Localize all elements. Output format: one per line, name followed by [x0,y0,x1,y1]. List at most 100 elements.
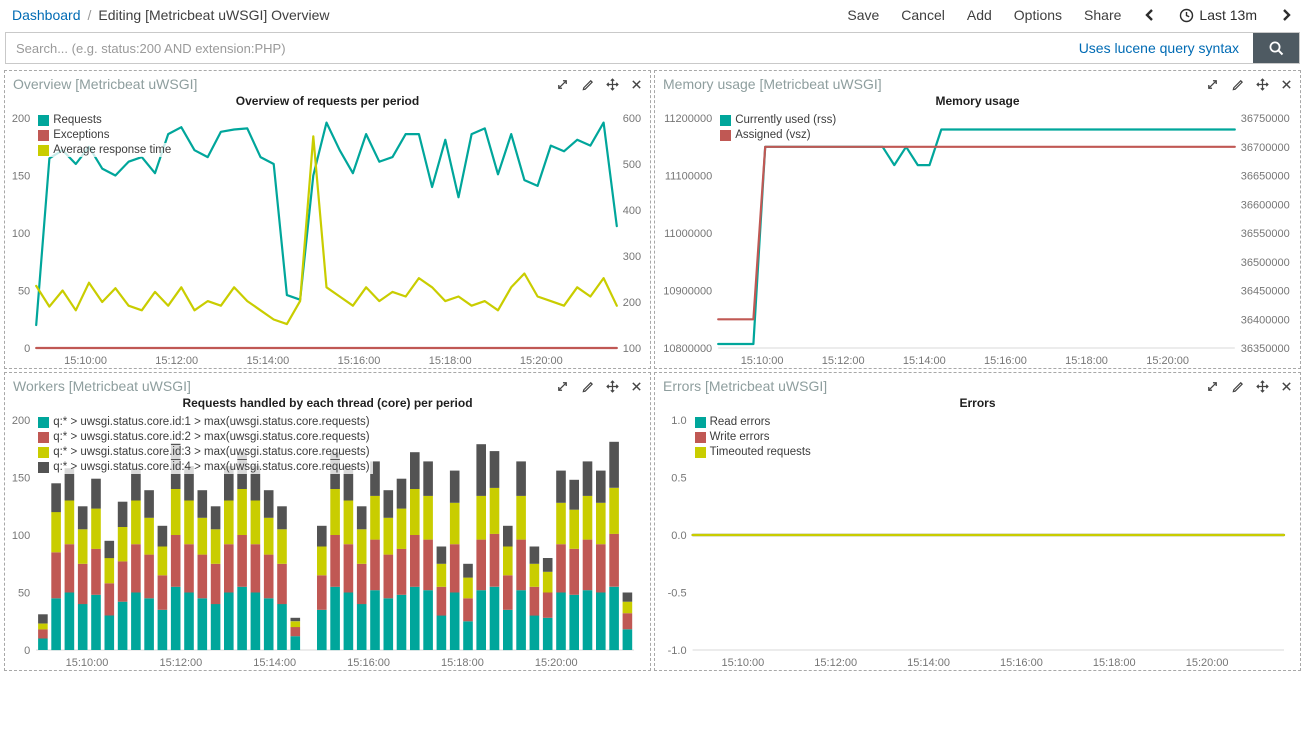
svg-text:15:20:00: 15:20:00 [520,355,563,367]
legend-label: Timeouted requests [709,446,811,458]
svg-text:36500000: 36500000 [1241,257,1290,269]
legend-label: q:* > uwsgi.status.core.id:4 > max(uwsgi… [53,461,370,473]
edit-icon[interactable] [581,380,594,393]
svg-text:15:14:00: 15:14:00 [903,355,946,367]
legend-item[interactable]: Assigned (vsz) [720,128,814,142]
legend-swatch [720,129,732,141]
legend-label: Requests [53,114,102,126]
save-button[interactable]: Save [847,7,880,23]
options-button[interactable]: Options [1013,7,1063,23]
legend-swatch [38,446,50,458]
legend-item[interactable]: Average response time [38,143,175,157]
move-icon[interactable] [1256,379,1269,393]
legend-item[interactable]: q:* > uwsgi.status.core.id:2 > max(uwsgi… [38,430,373,444]
legend-item[interactable]: Currently used (rss) [720,113,840,127]
svg-text:36400000: 36400000 [1241,314,1290,326]
move-icon[interactable] [1256,77,1269,91]
legend-item[interactable]: Read errors [694,415,774,429]
svg-text:200: 200 [12,113,30,125]
page-title: Editing [Metricbeat uWSGI] Overview [98,7,330,23]
legend-swatch [38,144,50,156]
panel-memory-usage: Memory usage [Metricbeat uWSGI] Memory u… [654,70,1301,369]
search-button[interactable] [1253,33,1299,63]
legend-item[interactable]: Requests [38,113,105,127]
svg-text:-0.5: -0.5 [668,588,687,600]
panel-title: Errors [Metricbeat uWSGI] [663,378,828,394]
share-button[interactable]: Share [1084,7,1122,23]
legend-swatch [694,431,706,443]
breadcrumb-dashboard-link[interactable]: Dashboard [12,7,81,23]
expand-icon[interactable] [1206,380,1219,393]
svg-text:0.0: 0.0 [671,530,686,542]
svg-text:15:10:00: 15:10:00 [741,355,784,367]
legend-item[interactable]: Timeouted requests [694,445,814,459]
svg-text:50: 50 [18,286,30,298]
svg-text:200: 200 [12,415,30,427]
close-icon[interactable] [631,79,642,90]
top-navbar: Dashboard / Editing [Metricbeat uWSGI] O… [0,0,1305,30]
time-picker-button[interactable]: Last 13m [1179,7,1257,23]
svg-text:100: 100 [12,530,30,542]
svg-text:15:14:00: 15:14:00 [253,657,296,669]
svg-text:36550000: 36550000 [1241,228,1290,240]
legend-label: Exceptions [53,129,110,141]
panel-title: Workers [Metricbeat uWSGI] [13,378,191,394]
legend-item[interactable]: Write errors [694,430,773,444]
chart-title: Errors [959,396,996,410]
legend-item[interactable]: q:* > uwsgi.status.core.id:1 > max(uwsgi… [38,415,373,429]
legend-swatch [720,114,732,126]
chart-legend: Read errors Write errors Timeouted request… [694,415,814,459]
legend-item[interactable]: q:* > uwsgi.status.core.id:4 > max(uwsgi… [38,460,373,474]
legend-label: Write errors [709,431,770,443]
top-menu: Save Cancel Add Options Share Last 13m [847,7,1293,23]
svg-text:11200000: 11200000 [664,113,712,125]
expand-icon[interactable] [556,78,569,91]
svg-text:50: 50 [18,588,30,600]
svg-text:600: 600 [623,113,641,125]
search-icon [1269,41,1283,55]
move-icon[interactable] [606,77,619,91]
chart-legend: Requests Exceptions Average response time [38,113,175,157]
chart-canvas: 10800000 10900000 11000000 11100000 11200000… [655,110,1300,368]
legend-item[interactable]: q:* > uwsgi.status.core.id:3 > max(uwsgi… [38,445,373,459]
cancel-button[interactable]: Cancel [901,7,945,23]
svg-text:0: 0 [24,645,30,657]
edit-icon[interactable] [1231,380,1244,393]
edit-icon[interactable] [581,78,594,91]
svg-text:0: 0 [24,343,30,355]
svg-text:10800000: 10800000 [663,343,712,355]
breadcrumb-separator: / [87,7,92,23]
svg-text:15:14:00: 15:14:00 [907,657,950,669]
expand-icon[interactable] [1206,78,1219,91]
chart-title: Memory usage [935,94,1020,108]
close-icon[interactable] [631,381,642,392]
legend-swatch [38,416,50,428]
legend-item[interactable]: Exceptions [38,128,113,142]
svg-text:15:16:00: 15:16:00 [347,657,390,669]
svg-text:15:18:00: 15:18:00 [441,657,484,669]
legend-swatch [694,446,706,458]
time-next-button[interactable] [1279,7,1293,23]
close-icon[interactable] [1281,381,1292,392]
add-button[interactable]: Add [966,7,992,23]
svg-text:100: 100 [623,343,641,355]
legend-label: Assigned (vsz) [735,129,811,141]
search-input[interactable] [6,33,1065,63]
svg-text:15:12:00: 15:12:00 [814,657,857,669]
expand-icon[interactable] [556,380,569,393]
svg-text:15:10:00: 15:10:00 [64,355,107,367]
edit-icon[interactable] [1231,78,1244,91]
svg-text:36700000: 36700000 [1241,142,1290,154]
time-previous-button[interactable] [1143,7,1157,23]
chart-canvas: -1.0 -0.5 0.0 0.5 1.0 15:10:00 15:12:00 15:14:0… [655,412,1300,670]
svg-text:0.5: 0.5 [671,473,686,485]
legend-swatch [38,114,50,126]
svg-text:15:10:00: 15:10:00 [66,657,109,669]
move-icon[interactable] [606,379,619,393]
close-icon[interactable] [1281,79,1292,90]
panel-errors: Errors [Metricbeat uWSGI] Errors Read er… [654,372,1301,671]
dashboard-grid: Overview [Metricbeat uWSGI] Overview of … [0,70,1305,671]
lucene-syntax-link[interactable]: Uses lucene query syntax [1078,40,1239,56]
panel-workers: Workers [Metricbeat uWSGI] Requests hand… [4,372,651,671]
svg-text:15:18:00: 15:18:00 [1065,355,1108,367]
